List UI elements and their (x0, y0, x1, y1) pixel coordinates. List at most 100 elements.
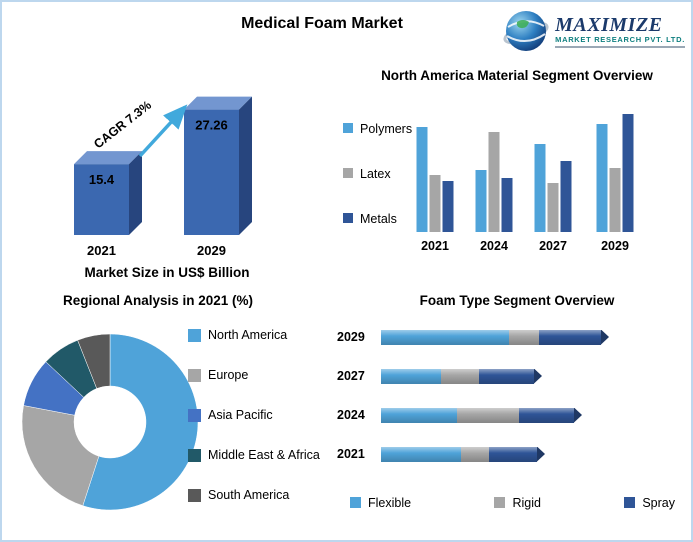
material-bar-polymers (534, 144, 546, 232)
brand-text: MAXIMIZE MARKET RESEARCH PVT. LTD. (555, 13, 685, 49)
foam-row-2024: 2024 (337, 407, 687, 423)
regional-legend-label: Middle East & Africa (208, 448, 320, 462)
bar-value-label: 15.4 (89, 172, 115, 187)
foam-segment-spray (479, 368, 534, 384)
material-legend-label: Latex (360, 167, 391, 181)
bar3d-top (184, 96, 252, 110)
regional-legend-label: Asia Pacific (208, 408, 273, 422)
regional-legend-item: Asia Pacific (188, 408, 338, 423)
rigid-swatch-icon (494, 497, 506, 508)
foam-segment-spray (489, 446, 537, 462)
material-year-label: 2027 (539, 239, 567, 253)
foam-stacked-bar (381, 329, 609, 345)
foam-segment-flexible (381, 368, 441, 384)
material-chart: 2021 2024 2027 2029 (416, 114, 634, 253)
foam-legend: Flexible Rigid Spray (350, 496, 675, 510)
material-bar-latex (488, 132, 500, 232)
market-size-chart: 15.4 2021 27.26 2029 CAGR 7.3% (74, 96, 252, 258)
regional-legend-item: North America (188, 328, 338, 343)
europe-swatch-icon (188, 369, 201, 382)
regional-legend-label: Europe (208, 368, 249, 382)
cagr-label: CAGR 7.3% (91, 98, 154, 151)
spray-swatch-icon (624, 497, 636, 508)
material-bar-metals (501, 178, 513, 232)
metals-swatch-icon (343, 213, 353, 223)
material-chart-title: North America Material Segment Overview (381, 68, 653, 83)
page-title: Medical Foam Market (241, 15, 403, 32)
foam-legend-item: Flexible (350, 496, 411, 510)
regional-legend-item: South America (188, 488, 338, 503)
bar3d-front (184, 109, 239, 235)
foam-legend-item: Rigid (494, 496, 541, 510)
brand-logo: MAXIMIZE MARKET RESEARCH PVT. LTD. (502, 7, 685, 55)
material-legend: Polymers Latex Metals (343, 122, 412, 226)
regional-legend-item: Middle East & Africa (188, 448, 338, 463)
foam-segment-flexible (381, 446, 461, 462)
foam-chart-title: Foam Type Segment Overview (419, 293, 615, 308)
foam-bar-end-cap (574, 407, 582, 423)
foam-segment-spray (539, 329, 601, 345)
regional-legend-item: Europe (188, 368, 338, 383)
brand-subtitle: MARKET RESEARCH PVT. LTD. (555, 35, 685, 49)
globe-icon (503, 11, 549, 51)
foam-segment-rigid (457, 407, 519, 423)
material-year-label: 2029 (601, 239, 629, 253)
foam-year-label: 2027 (337, 369, 365, 383)
material-bar-polymers (475, 170, 487, 232)
foam-year-label: 2021 (337, 447, 365, 461)
regional-legend-label: North America (208, 328, 288, 342)
material-bar-polymers (416, 127, 428, 232)
foam-year-label: 2024 (337, 408, 365, 422)
flexible-swatch-icon (350, 497, 361, 508)
regional-legend-label: South America (208, 488, 290, 502)
material-bar-latex (547, 183, 559, 232)
foam-segment-flexible (381, 329, 509, 345)
material-year-label: 2024 (480, 239, 508, 253)
foam-row-2027: 2027 (337, 368, 687, 384)
material-legend-label: Metals (360, 212, 397, 226)
bar3d-front (74, 164, 129, 235)
donut-slice-europe (21, 405, 100, 507)
bar-year-label: 2029 (197, 243, 226, 258)
foam-year-label: 2029 (337, 330, 365, 344)
material-legend-label: Polymers (360, 122, 413, 136)
brand-name: MAXIMIZE (555, 13, 663, 36)
foam-row-2029: 2029 (337, 329, 687, 345)
foam-bar-end-cap (537, 446, 545, 462)
bar-value-label: 27.26 (195, 118, 228, 133)
material-bar-polymers (596, 124, 608, 232)
regional-chart-title: Regional Analysis in 2021 (%) (62, 293, 254, 308)
globe-land (516, 20, 530, 29)
regional-donut-chart (21, 333, 199, 511)
south-america-swatch-icon (188, 489, 201, 502)
foam-segment-flexible (381, 407, 457, 423)
cagr-arrow-icon (138, 104, 188, 158)
donut-slice-south-america (77, 333, 111, 389)
latex-swatch-icon (343, 168, 353, 178)
material-bar-latex (429, 175, 441, 232)
regional-legend: North America Europe Asia Pacific Middle Ea… (188, 328, 338, 503)
material-legend-item: Polymers (343, 122, 412, 136)
bar3d-side (239, 96, 252, 235)
foam-stacked-bar (381, 407, 582, 423)
foam-legend-item: Spray (624, 496, 675, 510)
material-legend-item: Latex (343, 167, 412, 181)
foam-bar-end-cap (534, 368, 542, 384)
globe-sphere (506, 11, 547, 51)
foam-legend-label: Flexible (368, 496, 412, 510)
material-legend-item: Metals (343, 212, 412, 226)
bar3d-side (129, 151, 142, 235)
bar3d-top (74, 151, 142, 165)
market-size-caption: Market Size in US$ Billion (84, 265, 250, 280)
foam-segment-spray (519, 407, 574, 423)
foam-bars: 2029 2027 2024 2021 (337, 329, 687, 462)
foam-segment-rigid (441, 368, 479, 384)
foam-legend-label: Rigid (512, 496, 541, 510)
material-bar-latex (609, 168, 621, 232)
globe-swirl-bottom (506, 33, 546, 42)
foam-stacked-bar (381, 368, 542, 384)
foam-bar-end-cap (601, 329, 609, 345)
material-bar-metals (622, 114, 634, 232)
material-year-label: 2021 (421, 239, 449, 253)
